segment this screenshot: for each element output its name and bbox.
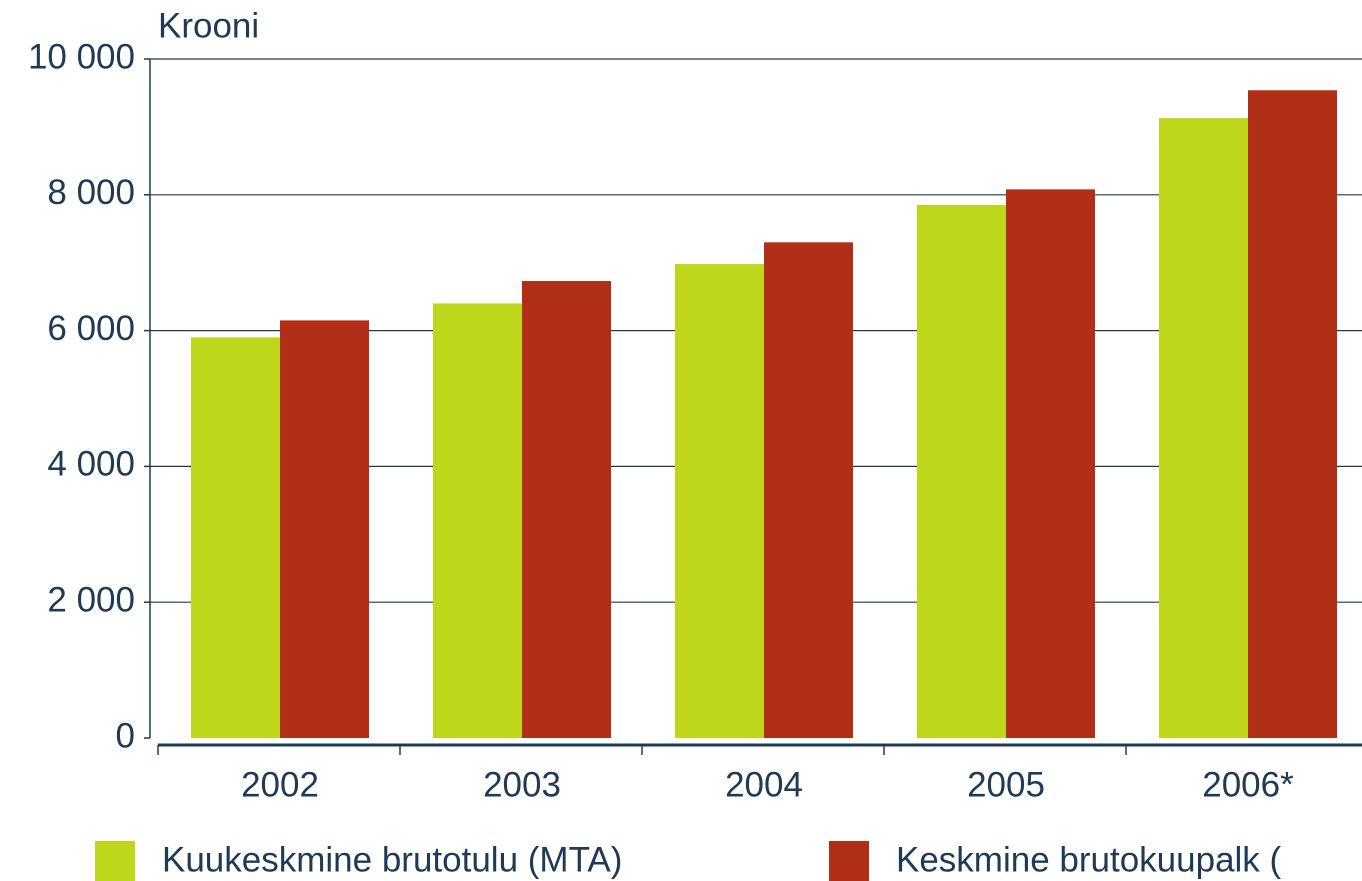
y-tick-label: 4 000 <box>47 445 135 484</box>
y-axis-label: Krooni <box>158 6 259 45</box>
x-tick-label: 2005 <box>967 765 1045 804</box>
y-tick-label: 10 000 <box>28 37 135 76</box>
bar <box>191 337 280 738</box>
legend-swatch <box>829 841 869 881</box>
bar <box>917 204 1006 739</box>
bar <box>1006 189 1095 739</box>
y-tick-label: 8 000 <box>47 173 135 212</box>
x-tick-label: 2004 <box>725 765 803 804</box>
x-tick-label: 2006* <box>1202 765 1294 804</box>
bar <box>764 242 853 738</box>
y-tick-label: 0 <box>116 716 135 755</box>
x-tick-label: 2003 <box>483 765 561 804</box>
legend-label: Kuukeskmine brutotulu (MTA) <box>162 840 622 879</box>
x-tick-label: 2002 <box>241 765 319 804</box>
legend-label: Keskmine brutokuupalk ( <box>896 840 1282 879</box>
bar <box>433 303 522 738</box>
bar <box>280 320 369 738</box>
legend-swatch <box>95 841 135 881</box>
bar <box>675 264 764 738</box>
y-tick-label: 2 000 <box>47 580 135 619</box>
y-tick-label: 6 000 <box>47 309 135 348</box>
bar <box>1248 90 1337 738</box>
bar <box>522 281 611 738</box>
bar <box>1159 118 1248 738</box>
